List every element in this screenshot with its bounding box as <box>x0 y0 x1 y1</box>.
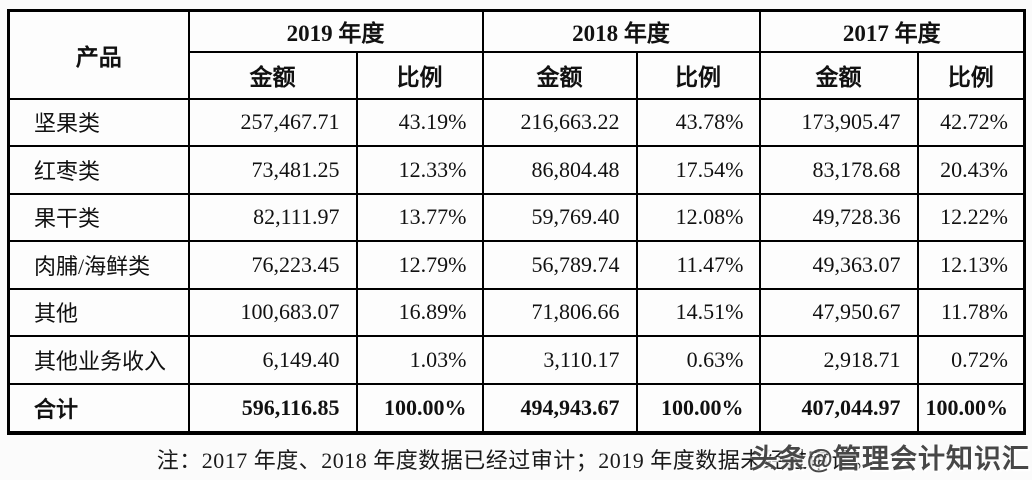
ratio-header-2018: 比例 <box>635 50 761 100</box>
cell-2019-ratio: 16.89% <box>355 287 484 337</box>
cell-2017-amount: 407,044.97 <box>758 382 919 435</box>
cell-2018-amount: 216,663.22 <box>481 97 638 147</box>
cell-2018-amount: 59,769.40 <box>481 192 638 242</box>
cell-2017-ratio: 0.72% <box>916 335 1026 385</box>
amount-header-2019: 金额 <box>187 50 358 100</box>
amount-header-2018: 金额 <box>481 50 638 100</box>
cell-product: 肉脯/海鲜类 <box>7 240 190 290</box>
cell-product: 红枣类 <box>7 145 190 195</box>
cell-2017-amount: 49,363.07 <box>758 240 919 290</box>
cell-2019-amount: 596,116.85 <box>187 382 358 435</box>
cell-2017-amount: 173,905.47 <box>758 97 919 147</box>
year-header-2017: 2017 年度 <box>758 9 1026 53</box>
cell-2017-amount: 49,728.36 <box>758 192 919 242</box>
cell-2017-amount: 47,950.67 <box>758 287 919 337</box>
table-row: 坚果类 257,467.71 43.19% 216,663.22 43.78% … <box>7 97 1026 147</box>
year-header-2018: 2018 年度 <box>481 9 761 53</box>
cell-2019-ratio: 12.33% <box>355 145 484 195</box>
table-row: 其他业务收入 6,149.40 1.03% 3,110.17 0.63% 2,9… <box>7 335 1026 385</box>
ratio-header-2017: 比例 <box>916 50 1026 100</box>
cell-2017-ratio: 12.13% <box>916 240 1026 290</box>
cell-2019-ratio: 100.00% <box>355 382 484 435</box>
amount-header-2017: 金额 <box>758 50 919 100</box>
cell-2019-ratio: 13.77% <box>355 192 484 242</box>
cell-2018-amount: 3,110.17 <box>481 335 638 385</box>
ratio-header-2019: 比例 <box>355 50 484 100</box>
cell-2019-ratio: 12.79% <box>355 240 484 290</box>
cell-2019-ratio: 43.19% <box>355 97 484 147</box>
cell-2018-ratio: 43.78% <box>635 97 761 147</box>
total-row: 合计 596,116.85 100.00% 494,943.67 100.00%… <box>7 382 1026 435</box>
cell-2019-amount: 6,149.40 <box>187 335 358 385</box>
product-column-header: 产品 <box>7 9 190 100</box>
cell-2017-ratio: 12.22% <box>916 192 1026 242</box>
cell-total-label: 合计 <box>7 382 190 435</box>
year-header-2019: 2019 年度 <box>187 9 484 53</box>
toutiao-watermark: 头条@管理会计知识汇 <box>750 444 1030 474</box>
cell-2017-ratio: 42.72% <box>916 97 1026 147</box>
table-row: 肉脯/海鲜类 76,223.45 12.79% 56,789.74 11.47%… <box>7 240 1026 290</box>
cell-2017-ratio: 11.78% <box>916 287 1026 337</box>
header-row-sub: 金额 比例 金额 比例 金额 比例 <box>9 50 1026 100</box>
cell-product: 其他业务收入 <box>7 335 190 385</box>
cell-2019-amount: 257,467.71 <box>187 97 358 147</box>
cell-2018-ratio: 100.00% <box>635 382 761 435</box>
cell-2019-amount: 76,223.45 <box>187 240 358 290</box>
table-row: 红枣类 73,481.25 12.33% 86,804.48 17.54% 83… <box>7 145 1026 195</box>
header-row-years: 产品 2019 年度 2018 年度 2017 年度 <box>7 9 1026 100</box>
cell-2017-ratio: 20.43% <box>916 145 1026 195</box>
cell-2018-ratio: 14.51% <box>635 287 761 337</box>
cell-2018-amount: 86,804.48 <box>481 145 638 195</box>
cell-2018-ratio: 0.63% <box>635 335 761 385</box>
cell-2018-amount: 71,806.66 <box>481 287 638 337</box>
cell-2019-ratio: 1.03% <box>355 335 484 385</box>
cell-2019-amount: 73,481.25 <box>187 145 358 195</box>
cell-2017-amount: 83,178.68 <box>758 145 919 195</box>
cell-2017-amount: 2,918.71 <box>758 335 919 385</box>
cell-2019-amount: 82,111.97 <box>187 192 358 242</box>
cell-2018-amount: 494,943.67 <box>481 382 638 435</box>
table-row: 果干类 82,111.97 13.77% 59,769.40 12.08% 49… <box>7 192 1026 242</box>
cell-2018-ratio: 12.08% <box>635 192 761 242</box>
audit-footnote: 注：2017 年度、2018 年度数据已经过审计；2019 年度数据未经过审计。 <box>156 448 876 473</box>
cell-2018-ratio: 17.54% <box>635 145 761 195</box>
cell-product: 坚果类 <box>7 97 190 147</box>
cell-product: 果干类 <box>7 192 190 242</box>
cell-product: 其他 <box>7 287 190 337</box>
cell-2018-amount: 56,789.74 <box>481 240 638 290</box>
revenue-by-product-table: 产品 2019 年度 2018 年度 2017 年度 金额 比例 金额 比例 金… <box>7 9 1026 435</box>
cell-2018-ratio: 11.47% <box>635 240 761 290</box>
table-row: 其他 100,683.07 16.89% 71,806.66 14.51% 47… <box>7 287 1026 337</box>
cell-2017-ratio: 100.00% <box>916 382 1026 435</box>
cell-2019-amount: 100,683.07 <box>187 287 358 337</box>
